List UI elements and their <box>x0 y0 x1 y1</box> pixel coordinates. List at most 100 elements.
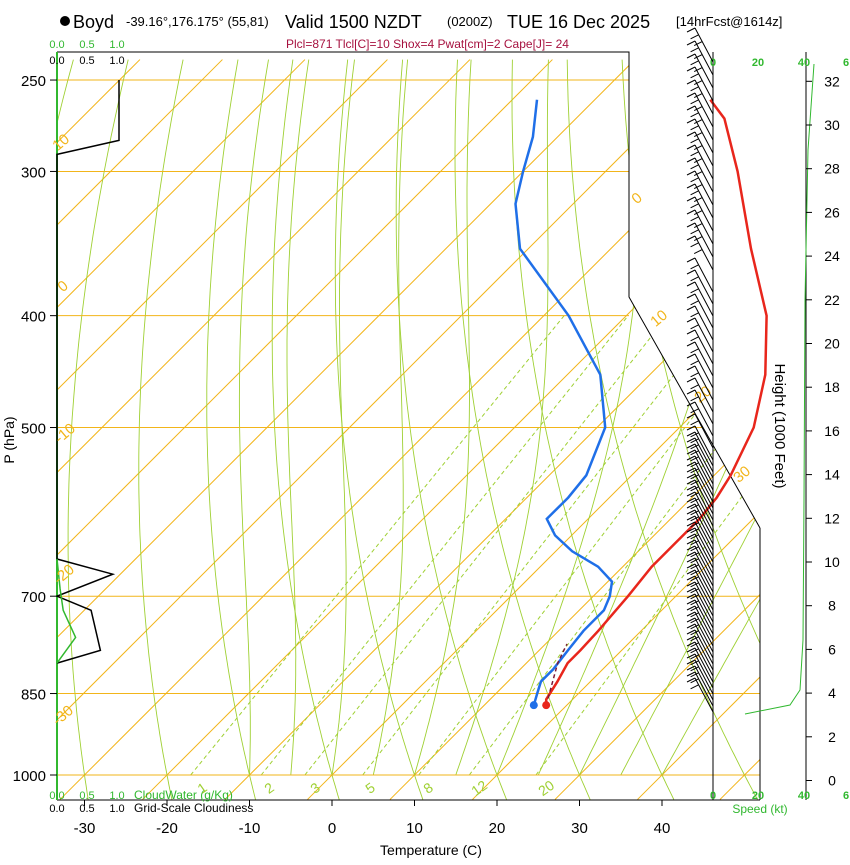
mixing-ratio-label: 12 <box>468 777 490 799</box>
barb-flag <box>687 414 695 418</box>
height-tick-label: 16 <box>824 423 840 439</box>
mixing-ratio-line <box>191 316 564 775</box>
forecast-tag: [14hrFcst@1614z] <box>676 14 782 29</box>
barb-flag <box>687 67 695 71</box>
moist-adiabat-line <box>332 60 355 775</box>
barb-flag <box>691 165 699 169</box>
barb-flag <box>687 342 695 346</box>
top-scale-green-tick: 0.5 <box>79 39 94 51</box>
barb-flag <box>691 74 699 78</box>
barb-flag <box>687 41 695 45</box>
p-tick-label: 1000 <box>13 768 46 785</box>
p-tick-label: 400 <box>21 309 46 326</box>
speed-top-tick: 6 <box>843 57 849 69</box>
barb-flag <box>687 258 695 262</box>
height-tick-label: 14 <box>824 467 840 483</box>
station-name: Boyd <box>73 12 114 32</box>
barb-flag <box>691 313 699 317</box>
isotherm-line <box>143 60 850 800</box>
wind-barb-icon <box>687 294 713 328</box>
barb-flag <box>691 230 699 234</box>
stability-indices: Plcl=871 Tlcl[C]=10 Shox=4 Pwat[cm]=2 Ca… <box>286 37 569 51</box>
barb-flag <box>691 325 699 329</box>
bottom-scale-black-tick: 0.0 <box>49 803 64 815</box>
height-tick-label: 30 <box>824 117 840 133</box>
barb-flag <box>691 126 699 130</box>
x-tick-label: 20 <box>489 820 506 837</box>
top-scale-black-tick: 0.5 <box>79 55 94 67</box>
isotherm-label: -30 <box>49 702 77 729</box>
mixing-ratio-lines <box>191 316 850 775</box>
valid-time: Valid 1500 NZDT <box>285 12 422 32</box>
dry-adiabat-line <box>787 60 850 800</box>
x-axis-label: Temperature (C) <box>380 842 482 858</box>
barb-flag <box>687 93 695 97</box>
barb-flag <box>691 35 699 39</box>
wind-barb-icon <box>687 119 713 153</box>
speed-top-tick: 40 <box>798 57 810 69</box>
dry-adiabat-line <box>622 60 841 800</box>
p-tick-label: 500 <box>21 421 46 438</box>
wind-barb-icon <box>687 236 713 270</box>
wind-barb-icon <box>687 145 713 179</box>
barb-flag <box>687 366 695 370</box>
moist-adiabat-line <box>580 60 850 775</box>
barb-flag <box>687 306 695 310</box>
adiabat-lines <box>0 60 850 800</box>
top-scale-black-tick: 0.0 <box>49 55 64 67</box>
utc-time: (0200Z) <box>447 14 493 29</box>
barb-flag <box>691 48 699 52</box>
mixing-ratio-label: 2 <box>261 779 277 797</box>
station-coords: -39.16°,176.175° (55,81) <box>126 14 269 29</box>
height-tick-label: 24 <box>824 248 840 264</box>
mixing-ratio-line <box>261 316 628 775</box>
dry-adiabat-line <box>396 60 506 800</box>
mixing-ratio-label: 5 <box>362 779 378 797</box>
x-tick-label: 40 <box>654 820 671 837</box>
top-scale-green-tick: 1.0 <box>109 39 124 51</box>
barb-flag <box>691 178 699 182</box>
mixing-ratio-label: 20 <box>535 777 557 799</box>
station-dot-icon <box>60 16 70 26</box>
barb-flag <box>687 330 695 334</box>
p-tick-label: 250 <box>21 73 46 90</box>
barb-flag <box>687 354 695 358</box>
height-tick-label: 28 <box>824 161 840 177</box>
dry-adiabat-line <box>139 60 183 800</box>
wind-barb-icon <box>687 67 713 101</box>
top-scale-green-tick: 0.0 <box>49 39 64 51</box>
isotherm-label: -20 <box>50 561 78 588</box>
y-axis-label: P (hPa) <box>1 416 17 463</box>
wind-barb-icon <box>687 93 713 127</box>
height-tick-label: 6 <box>828 641 836 657</box>
cloudwater-label: CloudWater (g/Kg) <box>134 788 233 802</box>
barb-flag <box>687 223 695 227</box>
surface-dewpoint-marker <box>530 701 538 709</box>
barb-flag <box>691 243 699 247</box>
barb-flag <box>687 171 695 175</box>
mixing-ratio-line <box>536 316 850 775</box>
dewpoint-line <box>516 100 613 706</box>
isotherm-label: 10 <box>647 307 671 331</box>
barb-flag <box>691 204 699 208</box>
wind-barb-icon <box>687 270 713 304</box>
barb-flag <box>691 61 699 65</box>
height-tick-label: 10 <box>824 554 840 570</box>
height-tick-label: 18 <box>824 379 840 395</box>
barb-flag <box>691 289 699 293</box>
bottom-scale-black-tick: 0.5 <box>79 803 94 815</box>
speed-bottom-tick: 40 <box>798 790 810 802</box>
barb-flag <box>687 318 695 322</box>
barb-flag <box>694 250 702 254</box>
barb-flag <box>691 337 699 341</box>
barb-flag <box>687 270 695 274</box>
height-tick-label: 26 <box>824 204 840 220</box>
temperature-line <box>546 100 766 706</box>
isobar-lines <box>57 80 760 775</box>
barb-flag <box>691 421 699 425</box>
wind-barb-icon <box>687 354 713 388</box>
moist-adiabat-line <box>239 60 268 775</box>
